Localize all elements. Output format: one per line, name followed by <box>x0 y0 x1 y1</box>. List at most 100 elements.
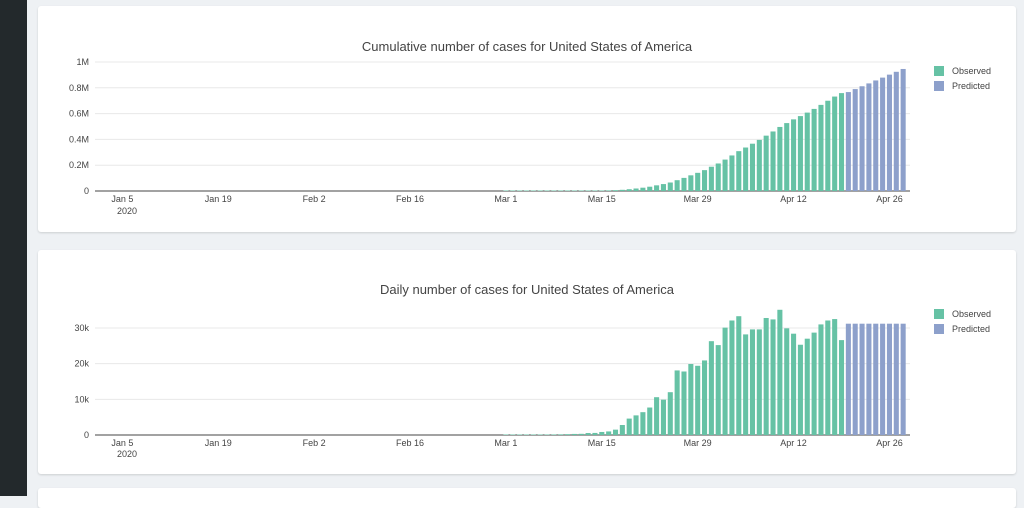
bar-observed[interactable] <box>715 345 721 435</box>
bar-predicted[interactable] <box>880 77 886 191</box>
bar-observed[interactable] <box>688 364 694 435</box>
bar-observed[interactable] <box>667 392 673 435</box>
bar-observed[interactable] <box>619 425 625 435</box>
bar-observed[interactable] <box>578 190 584 192</box>
bar-observed[interactable] <box>702 170 708 191</box>
bar-observed[interactable] <box>681 371 687 436</box>
bar-observed[interactable] <box>558 434 564 435</box>
bar-observed[interactable] <box>599 190 605 192</box>
bar-observed[interactable] <box>770 131 776 191</box>
bar-observed[interactable] <box>777 309 783 435</box>
bar-observed[interactable] <box>551 434 557 435</box>
bar-observed[interactable] <box>818 104 824 191</box>
bar-observed[interactable] <box>832 319 838 435</box>
bar-observed[interactable] <box>599 431 605 435</box>
legend-predicted-label[interactable]: Predicted <box>952 324 990 334</box>
bar-observed[interactable] <box>804 112 810 191</box>
bar-observed[interactable] <box>756 139 762 191</box>
bar-observed[interactable] <box>838 93 845 191</box>
bar-observed[interactable] <box>749 329 756 435</box>
legend-predicted-swatch[interactable] <box>934 324 944 334</box>
bar-observed[interactable] <box>530 190 536 192</box>
legend-observed-swatch[interactable] <box>934 309 944 319</box>
bar-predicted[interactable] <box>900 68 906 191</box>
bars-group[interactable] <box>503 309 906 436</box>
bar-observed[interactable] <box>702 360 708 435</box>
bar-predicted[interactable] <box>886 74 892 191</box>
bar-observed[interactable] <box>523 190 530 192</box>
bar-observed[interactable] <box>537 434 543 436</box>
bar-observed[interactable] <box>695 365 701 435</box>
bar-predicted[interactable] <box>880 323 886 435</box>
bar-observed[interactable] <box>804 338 810 435</box>
bar-observed[interactable] <box>517 190 523 192</box>
bar-predicted[interactable] <box>893 71 899 191</box>
legend-predicted-swatch[interactable] <box>934 81 944 91</box>
bar-predicted[interactable] <box>852 323 858 435</box>
bar-observed[interactable] <box>736 316 742 435</box>
bar-observed[interactable] <box>743 147 749 191</box>
bar-observed[interactable] <box>551 190 557 192</box>
bar-observed[interactable] <box>544 190 550 192</box>
bar-observed[interactable] <box>667 182 673 191</box>
bar-observed[interactable] <box>729 320 735 435</box>
bar-observed[interactable] <box>654 185 660 191</box>
bar-observed[interactable] <box>578 433 584 435</box>
bar-observed[interactable] <box>647 407 653 435</box>
bar-observed[interactable] <box>784 123 790 191</box>
bar-observed[interactable] <box>825 320 831 435</box>
bar-predicted[interactable] <box>859 86 865 191</box>
bar-observed[interactable] <box>811 332 817 435</box>
legend-observed-label[interactable]: Observed <box>952 309 991 319</box>
bar-observed[interactable] <box>770 319 776 435</box>
bar-observed[interactable] <box>571 433 577 435</box>
bar-observed[interactable] <box>654 397 660 435</box>
bar-observed[interactable] <box>537 190 543 192</box>
bar-observed[interactable] <box>633 415 639 435</box>
bar-observed[interactable] <box>606 431 612 435</box>
bar-predicted[interactable] <box>845 323 851 435</box>
bar-observed[interactable] <box>626 189 632 191</box>
bar-observed[interactable] <box>797 116 803 191</box>
bar-observed[interactable] <box>838 340 845 435</box>
bar-observed[interactable] <box>530 434 536 436</box>
bar-predicted[interactable] <box>873 80 879 191</box>
bar-predicted[interactable] <box>866 323 872 435</box>
bar-observed[interactable] <box>708 341 714 435</box>
bar-observed[interactable] <box>791 333 797 435</box>
bar-predicted[interactable] <box>859 323 865 435</box>
bar-observed[interactable] <box>606 190 612 191</box>
bar-observed[interactable] <box>688 175 694 191</box>
bar-observed[interactable] <box>647 186 653 191</box>
bar-observed[interactable] <box>674 370 680 435</box>
bar-observed[interactable] <box>585 433 591 435</box>
bar-observed[interactable] <box>825 100 831 191</box>
bar-observed[interactable] <box>791 119 797 191</box>
bar-observed[interactable] <box>695 172 701 191</box>
bar-observed[interactable] <box>585 190 591 192</box>
bar-observed[interactable] <box>503 190 509 192</box>
legend-predicted-label[interactable]: Predicted <box>952 81 990 91</box>
bar-observed[interactable] <box>592 190 598 192</box>
bar-observed[interactable] <box>811 108 817 191</box>
bar-observed[interactable] <box>743 334 749 435</box>
bar-observed[interactable] <box>626 418 632 435</box>
bar-observed[interactable] <box>510 190 516 192</box>
legend-observed-swatch[interactable] <box>934 66 944 76</box>
bar-observed[interactable] <box>797 344 803 435</box>
bar-observed[interactable] <box>722 159 728 191</box>
bar-observed[interactable] <box>640 412 646 435</box>
bar-observed[interactable] <box>523 434 530 436</box>
bar-observed[interactable] <box>777 126 783 191</box>
bar-observed[interactable] <box>592 432 598 435</box>
bar-observed[interactable] <box>736 151 742 191</box>
bar-predicted[interactable] <box>873 323 879 435</box>
bar-observed[interactable] <box>715 163 721 191</box>
legend-observed-label[interactable]: Observed <box>952 66 991 76</box>
bar-observed[interactable] <box>660 399 666 435</box>
bar-observed[interactable] <box>510 434 516 436</box>
bar-observed[interactable] <box>818 324 824 435</box>
bar-observed[interactable] <box>708 166 714 191</box>
bar-observed[interactable] <box>660 184 666 191</box>
bar-observed[interactable] <box>784 328 790 435</box>
